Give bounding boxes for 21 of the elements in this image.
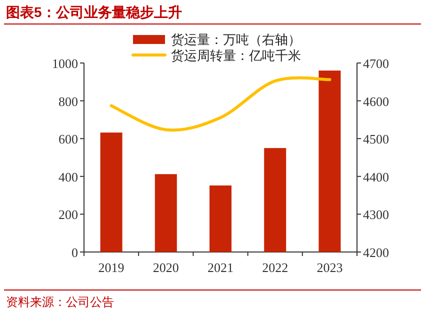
y-tick-label: 800 bbox=[58, 94, 78, 109]
x-tick-label: 2021 bbox=[208, 260, 234, 275]
y-tick-label: 0 bbox=[72, 245, 78, 260]
y2-tick-label: 4600 bbox=[363, 94, 389, 109]
y-tick-label: 1000 bbox=[52, 56, 78, 71]
y-tick-label: 600 bbox=[58, 132, 78, 147]
y2-tick-label: 4200 bbox=[363, 245, 389, 260]
chart-title: 图表5：公司业务量稳步上升 bbox=[6, 4, 182, 20]
y2-tick-label: 4500 bbox=[363, 132, 389, 147]
y-tick-label: 400 bbox=[58, 169, 78, 184]
x-tick-label: 2020 bbox=[152, 260, 179, 275]
x-tick-label: 2019 bbox=[98, 260, 124, 275]
y-tick-label: 200 bbox=[58, 207, 78, 222]
y2-tick-label: 4700 bbox=[363, 56, 389, 71]
x-tick-label: 2022 bbox=[262, 260, 288, 275]
text: 资料来源：公司公告 bbox=[6, 295, 114, 309]
x-tick-label: 2023 bbox=[316, 260, 343, 275]
y2-tick-label: 4400 bbox=[363, 169, 389, 184]
legend-label: 货运量：万吨（右轴） bbox=[171, 32, 301, 47]
y2-tick-label: 4300 bbox=[363, 207, 389, 222]
legend-label: 货运周转量：亿吨千米 bbox=[171, 48, 301, 63]
